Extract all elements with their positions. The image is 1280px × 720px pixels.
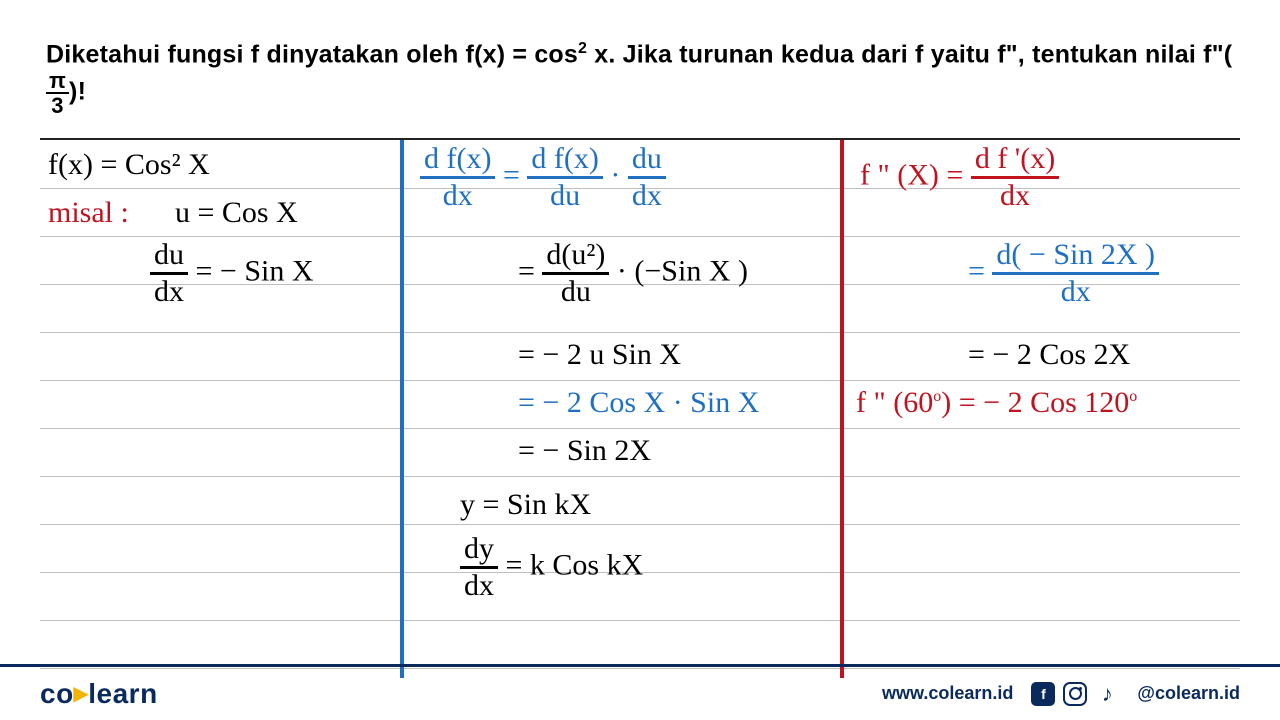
c2-step4: = − 2 Cos X · Sin X: [518, 388, 759, 418]
c3-fpp-num: d f '(x): [971, 144, 1059, 179]
brand-learn: learn: [88, 678, 157, 709]
c2-dot: ·: [603, 158, 628, 191]
worksheet: f(x) = Cos² X misal : u = Cos X dudx = −…: [40, 138, 1240, 678]
c2-du2-den: du: [542, 275, 609, 307]
c1-dudx-num: du: [150, 240, 188, 275]
c2-chain: d f(x)dx = d f(x)du · dudx: [420, 144, 666, 211]
c3-eval-lhs: f " (60: [856, 386, 933, 419]
footer-handle: @colearn.id: [1137, 683, 1240, 704]
c1-u: u = Cos X: [175, 198, 298, 228]
c3-eval: f " (60o) = − 2 Cos 120o: [856, 388, 1137, 418]
question-prefix: Diketahui fungsi f dinyatakan oleh f(x) …: [46, 40, 578, 68]
c2-step2-rhs: · (−Sin X ): [609, 254, 748, 287]
c3-eq2: =: [968, 254, 992, 287]
c2-dy-rhs: = k Cos kX: [498, 548, 643, 581]
c3-fpp-lhs: f " (X) =: [860, 158, 971, 191]
c2-du2-frac: d(u²)du: [542, 240, 609, 307]
footer-right: www.colearn.id f ♪ @colearn.id: [882, 682, 1240, 706]
footer: co▸learn www.colearn.id f ♪ @colearn.id: [0, 664, 1280, 720]
brand-triangle-icon: ▸: [74, 676, 89, 709]
brand-logo: co▸learn: [40, 677, 158, 710]
rule-line: [40, 476, 1240, 477]
c1-misal: misal :: [48, 198, 129, 228]
social-icons: f ♪: [1031, 682, 1119, 706]
c3-fpp-frac: d f '(x)dx: [971, 144, 1059, 211]
footer-url: www.colearn.id: [882, 683, 1013, 704]
c1-dudx: dudx = − Sin X: [150, 240, 314, 307]
c2-b-num: du: [628, 144, 666, 179]
question-exponent: 2: [578, 40, 587, 57]
c2-lhs-frac: d f(x)dx: [420, 144, 495, 211]
c1-fx: f(x) = Cos² X: [48, 150, 210, 180]
instagram-icon: [1063, 682, 1087, 706]
c2-aux-y: y = Sin kX: [460, 490, 591, 520]
c3-dsin-den: dx: [992, 275, 1159, 307]
c2-step2: = d(u²)du · (−Sin X ): [518, 240, 748, 307]
tiktok-icon: ♪: [1095, 682, 1119, 706]
c3-step2: = d( − Sin 2X )dx: [968, 240, 1159, 307]
c2-dy-num: dy: [460, 534, 498, 569]
c1-dudx-frac: dudx: [150, 240, 188, 307]
rule-line: [40, 332, 1240, 333]
divider-blue: [400, 140, 404, 678]
c2-step5: = − Sin 2X: [518, 436, 651, 466]
c2-b-den: dx: [628, 179, 666, 211]
c2-a-frac: d f(x)du: [527, 144, 602, 211]
c2-lhs-num: d f(x): [420, 144, 495, 179]
rule-line: [40, 620, 1240, 621]
rule-line: [40, 524, 1240, 525]
c3-eval-rhs: ) = − 2 Cos 120: [941, 386, 1129, 419]
c3-fpp-den: dx: [971, 179, 1059, 211]
c3-fpp: f " (X) = d f '(x)dx: [860, 144, 1059, 211]
c2-aux-dy: dydx = k Cos kX: [460, 534, 643, 601]
c3-step3: = − 2 Cos 2X: [968, 340, 1130, 370]
c3-dsin-num: d( − Sin 2X ): [992, 240, 1159, 275]
c3-dsin-frac: d( − Sin 2X )dx: [992, 240, 1159, 307]
brand-co: co: [40, 678, 74, 709]
c2-a-den: du: [527, 179, 602, 211]
c2-eq1: =: [495, 158, 527, 191]
c2-du2-num: d(u²): [542, 240, 609, 275]
question-frac-num: π: [46, 69, 69, 94]
degree-icon: o: [1129, 388, 1137, 405]
rule-line: [40, 236, 1240, 237]
c2-dy-den: dx: [460, 569, 498, 601]
c2-a-num: d f(x): [527, 144, 602, 179]
facebook-icon: f: [1031, 682, 1055, 706]
c2-eq2: =: [518, 254, 542, 287]
rule-line: [40, 380, 1240, 381]
c1-dudx-den: dx: [150, 275, 188, 307]
question-frac-den: 3: [46, 94, 69, 117]
divider-red: [840, 140, 844, 678]
c2-b-frac: dudx: [628, 144, 666, 211]
c2-lhs-den: dx: [420, 179, 495, 211]
question-fraction: π3: [46, 69, 69, 117]
question-suffix: )!: [69, 78, 86, 106]
question-text: Diketahui fungsi f dinyatakan oleh f(x) …: [40, 40, 1240, 132]
c1-dudx-rhs: = − Sin X: [188, 254, 314, 287]
c2-step3: = − 2 u Sin X: [518, 340, 681, 370]
rule-line: [40, 428, 1240, 429]
c2-dy-frac: dydx: [460, 534, 498, 601]
question-mid: x. Jika turunan kedua dari f yaitu f", t…: [587, 40, 1232, 68]
